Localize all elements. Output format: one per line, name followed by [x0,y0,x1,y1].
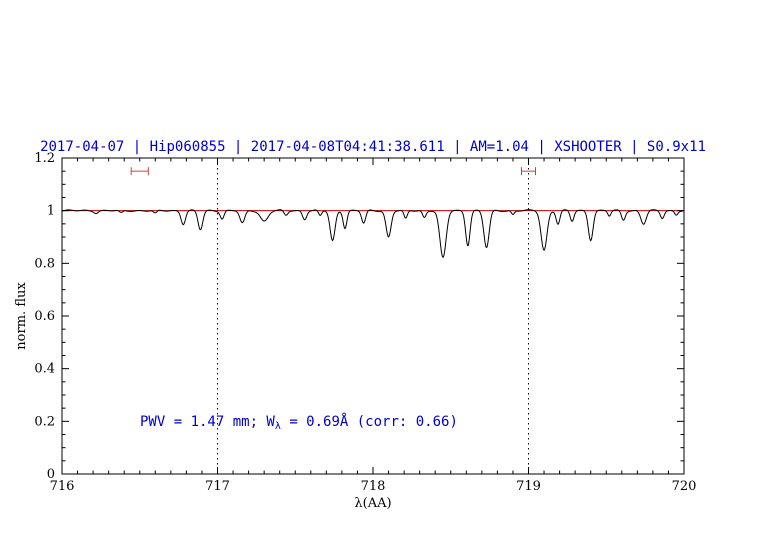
spectrum-curve [61,209,685,258]
x-axis-label: λ(AA) [354,496,391,511]
pwv-annotation: PWV = 1.47 mm; Wλ = 0.69Å (corr: 0.66) [140,413,458,432]
x-tick-label: 719 [516,479,541,494]
x-tick-label: 718 [361,479,386,494]
y-tick-label: 1.2 [34,151,55,166]
y-tick-label: 0.4 [34,362,55,377]
y-tick-label: 0.8 [34,256,55,271]
x-tick-labels: 716 717 718 719 720 [50,479,697,494]
measurement-range-markers [130,167,536,176]
pwv-annotation-prefix: PWV = 1.47 mm; W [140,414,275,430]
y-tick-label: 0.6 [34,309,55,324]
axis-ticks [61,157,685,475]
y-tick-label: 1 [47,204,55,219]
y-tick-label: 0 [47,467,55,482]
y-tick-labels: 0 0.2 0.4 0.6 0.8 1 1.2 [34,151,55,482]
y-tick-label: 0.2 [34,414,55,429]
x-tick-label: 717 [205,479,230,494]
pwv-annotation-subscript: λ [275,421,281,432]
plot-title: 2017-04-07 | Hip060855 | 2017-04-08T04:4… [40,139,706,155]
pwv-annotation-suffix: = 0.69Å (corr: 0.66) [281,413,458,430]
y-axis-label: norm. flux [14,282,29,350]
x-tick-label: 716 [50,479,75,494]
x-tick-label: 720 [672,479,697,494]
